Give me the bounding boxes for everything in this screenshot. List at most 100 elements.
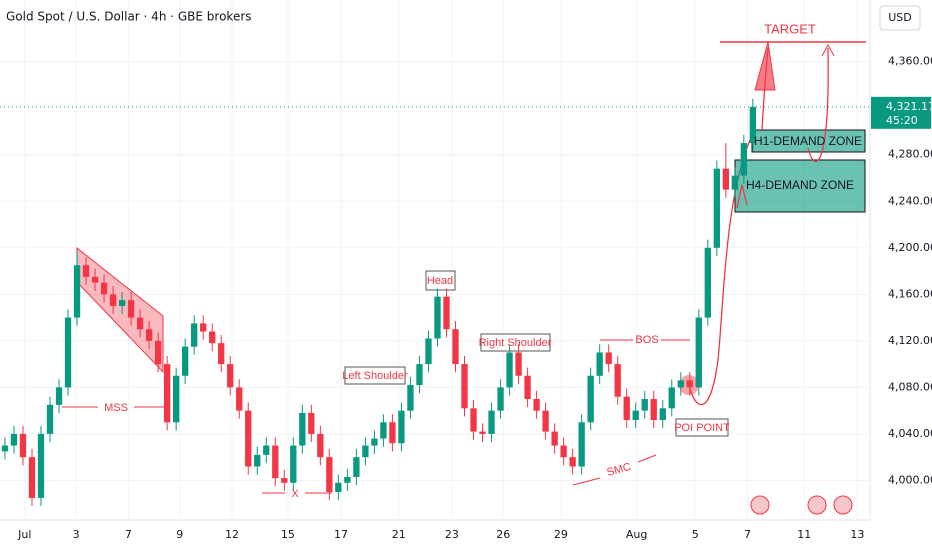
candle-body (209, 331, 216, 344)
annotation-labels: TARGET H1-DEMAND ZONE H4-DEMAND ZONE Hea… (104, 21, 862, 499)
x-tick-label: 13 (850, 528, 864, 541)
candle-body (173, 375, 180, 423)
candle-body (308, 412, 315, 434)
candle-body (641, 399, 648, 411)
candle-body (632, 410, 639, 420)
y-tick-label: 4,080.00 (888, 380, 932, 393)
candle-body (281, 478, 288, 483)
candle-body (587, 375, 594, 423)
candle-body (497, 387, 504, 411)
last-price-label: 4,321.17 (886, 100, 932, 113)
candle-body (560, 445, 567, 458)
y-tick-label: 4,040.00 (888, 427, 932, 440)
event-icon[interactable] (807, 495, 827, 515)
candle-body (443, 296, 450, 330)
candle-body (371, 438, 378, 446)
candle-body (398, 410, 405, 444)
h1-label: H1-DEMAND ZONE (754, 134, 862, 148)
candle-body (218, 343, 225, 365)
last-price-tag (871, 96, 931, 129)
currency-button[interactable] (879, 5, 921, 31)
candle-body (335, 482, 342, 493)
candle-body (109, 294, 117, 306)
left-shoulder-label: Left Shoulder (342, 370, 408, 382)
candle-body (731, 175, 738, 190)
candle-body (127, 300, 135, 318)
x-tick-label: 29 (554, 528, 568, 541)
axes: 4,000.00 4,040.00 4,080.00 4,120.00 4,160.00… (17, 55, 932, 541)
y-tick-label: 4,240.00 (888, 194, 932, 207)
candle-body (650, 399, 657, 420)
candle-body (596, 352, 603, 376)
arrowhead (821, 43, 835, 57)
chart-title: Gold Spot / U.S. Dollar · 4h · GBE broke… (6, 10, 252, 24)
candle-body (425, 338, 432, 365)
candle-body (488, 410, 495, 434)
label-box (425, 270, 456, 291)
candle-body (236, 387, 243, 411)
mss-label: MSS (104, 402, 128, 414)
candle-body (245, 410, 252, 467)
candle-body (344, 476, 351, 483)
candle-body (524, 375, 531, 400)
candle-body (227, 364, 234, 388)
candle-body (542, 410, 549, 432)
currency-label[interactable]: USD (888, 11, 912, 24)
candle-body (290, 445, 297, 483)
candle-body (299, 412, 306, 446)
candle-body (677, 380, 684, 388)
candle-body (416, 364, 423, 386)
x-tick-label: Aug (626, 528, 647, 541)
h4-zone (734, 159, 866, 213)
y-tick-label: 4,200.00 (888, 241, 932, 254)
candle-body (118, 300, 126, 306)
event-icon[interactable] (833, 495, 853, 515)
label-box (675, 418, 729, 437)
candle-body (362, 445, 369, 458)
candle-body (722, 168, 729, 190)
candle-body (10, 433, 18, 446)
candle-body (515, 352, 522, 376)
candle-body (389, 422, 396, 444)
candle-body (470, 408, 477, 432)
event-icon[interactable] (750, 495, 770, 515)
candle-body (380, 422, 387, 439)
candle-body (452, 329, 459, 365)
x-tick-label: 15 (281, 528, 295, 541)
candle-body (154, 340, 162, 365)
label-box (344, 366, 406, 385)
y-tick-label: 4,160.00 (888, 287, 932, 300)
candle-body (200, 323, 207, 332)
arrowhead (736, 184, 748, 209)
candle-body (740, 143, 748, 176)
candle-body (668, 387, 675, 409)
candle-body (713, 168, 720, 248)
drawings (62, 41, 866, 515)
candle-body (136, 317, 144, 330)
target-arrowhead (754, 41, 776, 91)
candle-body (73, 265, 81, 318)
candle-body (82, 265, 90, 277)
grid (0, 0, 870, 520)
candle-body (254, 454, 261, 467)
x-tick-label: 11 (797, 528, 811, 541)
y-tick-label: 4,000.00 (888, 473, 932, 486)
countdown-label: 45:20 (886, 114, 918, 127)
candle-body (506, 352, 513, 388)
smc-line (637, 454, 657, 463)
candle-body (605, 352, 612, 365)
candle-body (145, 329, 153, 341)
candle-body (326, 457, 333, 493)
candle-body (1, 445, 9, 452)
candle-body (623, 396, 630, 420)
candle-body (434, 296, 441, 339)
candles (0, 98, 870, 507)
x-tick-label: 9 (176, 528, 183, 541)
x-tick-label: 5 (692, 528, 699, 541)
poi-label: POI POINT (674, 422, 730, 434)
x-tick-label: 21 (392, 528, 406, 541)
head-label: Head (427, 275, 453, 287)
label-box (480, 333, 551, 352)
x-label: X (291, 488, 299, 500)
